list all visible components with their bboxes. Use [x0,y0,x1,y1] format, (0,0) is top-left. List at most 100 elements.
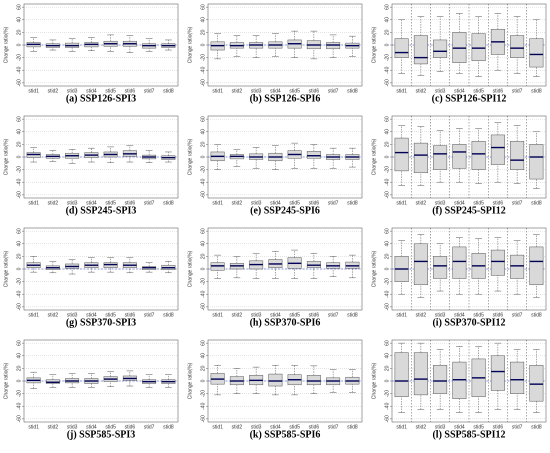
y-tick-label: 0 [384,379,390,382]
x-tick-label: stid8 [163,424,174,430]
x-tick-label: stid7 [144,200,155,206]
y-tick-label: -20 [200,166,206,173]
x-tick-label: stid7 [512,88,523,94]
y-tick-label: 40 [16,353,22,359]
y-tick-label: -40 [200,178,206,185]
y-axis-label: Change ratio(%) [187,362,193,399]
x-tick-label: stid2 [48,88,59,94]
y-tick-label: -60 [200,191,206,198]
x-tick-label: stid6 [493,312,504,318]
y-axis-label: Change ratio(%) [3,138,9,175]
y-tick-label: 20 [200,365,206,371]
y-axis-label: Change ratio(%) [187,250,193,287]
y-tick-label: 60 [384,228,390,234]
y-tick-label: -60 [16,79,22,86]
box [529,246,544,286]
panel-caption: (f) SSP245-SPI12 [432,205,506,216]
x-tick-label: stid2 [232,312,243,318]
x-tick-label: stid2 [48,200,59,206]
x-tick-label: stid1 [28,200,39,206]
box [413,352,428,396]
x-tick-label: stid3 [435,88,446,94]
y-tick-label: -60 [384,79,390,86]
y-tick-label: -40 [16,290,22,297]
box [433,39,448,58]
x-tick-label: stid4 [270,312,281,318]
y-tick-label: 60 [200,340,206,346]
y-tick-label: 60 [200,228,206,234]
x-tick-label: stid4 [86,424,97,430]
panel-caption: (j) SSP585-SPI3 [67,429,136,440]
box [510,35,525,58]
y-tick-label: 20 [384,29,390,35]
box [268,373,283,387]
box [306,151,321,159]
box [529,38,544,68]
y-tick-label: 20 [16,253,22,259]
y-tick-label: -60 [384,303,390,310]
x-tick-label: stid5 [105,312,116,318]
y-tick-label: 20 [200,29,206,35]
x-tick-label: stid3 [67,424,78,430]
box [529,364,544,402]
x-tick-label: stid1 [28,88,39,94]
x-tick-label: stid2 [232,424,243,430]
box [433,364,448,394]
x-tick-label: stid5 [289,424,300,430]
y-tick-label: -60 [384,191,390,198]
y-axis-label: Change ratio(%) [371,362,377,399]
x-tick-label: stid4 [454,424,465,430]
x-tick-label: stid1 [28,424,39,430]
x-tick-label: stid7 [144,312,155,318]
x-tick-label: stid5 [473,88,484,94]
box [471,33,486,62]
y-tick-label: -20 [384,54,390,61]
y-tick-label: 0 [16,379,22,382]
y-tick-label: 0 [200,155,206,158]
x-tick-label: stid3 [435,312,446,318]
box [394,137,409,172]
y-axis-label: Change ratio(%) [371,26,377,63]
x-tick-label: stid5 [289,312,300,318]
y-tick-label: -20 [16,390,22,397]
y-tick-label: 60 [16,4,22,10]
box [433,256,448,279]
x-tick-label: stid6 [493,200,504,206]
y-tick-label: -40 [16,402,22,409]
y-tick-label: 60 [200,4,206,10]
x-tick-label: stid5 [105,424,116,430]
y-tick-label: 0 [200,267,206,270]
y-tick-label: 20 [16,29,22,35]
box [413,142,428,174]
x-tick-label: stid7 [328,88,339,94]
panel-caption: (d) SSP245-SPI3 [66,205,137,216]
x-tick-label: stid5 [473,200,484,206]
y-tick-label: 60 [384,4,390,10]
y-tick-label: -40 [384,290,390,297]
y-tick-label: 60 [16,340,22,346]
x-tick-label: stid5 [105,88,116,94]
y-tick-label: 0 [16,155,22,158]
x-tick-label: stid3 [67,200,78,206]
y-tick-label: -40 [16,66,22,73]
y-tick-label: 20 [16,141,22,147]
x-tick-label: stid7 [144,424,155,430]
x-tick-label: stid8 [163,200,174,206]
box [510,140,525,170]
x-tick-label: stid4 [86,312,97,318]
y-tick-label: 40 [384,17,390,23]
x-tick-label: stid2 [416,200,427,206]
y-tick-label: -40 [200,290,206,297]
x-tick-label: stid2 [416,424,427,430]
x-tick-label: stid3 [67,312,78,318]
y-tick-label: 60 [384,116,390,122]
x-tick-label: stid6 [125,200,136,206]
x-tick-label: stid4 [454,200,465,206]
box [413,243,428,286]
x-tick-label: stid4 [86,88,97,94]
x-tick-label: stid6 [125,312,136,318]
y-tick-label: 40 [384,241,390,247]
x-tick-label: stid3 [251,424,262,430]
x-tick-label: stid8 [163,312,174,318]
x-tick-label: stid5 [289,88,300,94]
